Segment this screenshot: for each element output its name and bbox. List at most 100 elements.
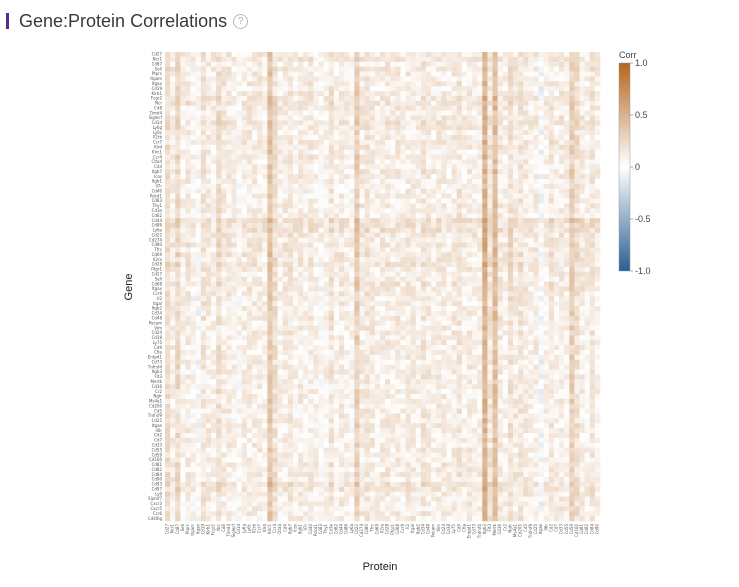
heatmap-cell[interactable] <box>205 276 212 282</box>
heatmap-cell[interactable] <box>594 232 601 238</box>
heatmap-cell[interactable] <box>200 262 207 268</box>
heatmap-cell[interactable] <box>252 159 258 165</box>
heatmap-cell[interactable] <box>502 252 509 258</box>
heatmap-cell[interactable] <box>298 100 304 107</box>
heatmap-cell[interactable] <box>564 174 570 180</box>
heatmap-cell[interactable] <box>574 95 580 102</box>
heatmap-cell[interactable] <box>333 320 340 326</box>
heatmap-cell[interactable] <box>195 100 202 107</box>
heatmap-cell[interactable] <box>195 135 202 141</box>
heatmap-cell[interactable] <box>553 52 560 58</box>
heatmap-cell[interactable] <box>344 125 350 131</box>
heatmap-cell[interactable] <box>441 120 447 126</box>
heatmap-cell[interactable] <box>349 81 355 87</box>
heatmap-cell[interactable] <box>559 320 565 326</box>
heatmap-cell[interactable] <box>395 115 401 121</box>
heatmap-cell[interactable] <box>287 81 294 87</box>
heatmap-cell[interactable] <box>236 315 243 321</box>
heatmap-cell[interactable] <box>185 301 191 307</box>
heatmap-cell[interactable] <box>390 315 396 321</box>
heatmap-cell[interactable] <box>446 198 452 204</box>
heatmap-cell[interactable] <box>538 213 545 219</box>
heatmap-cell[interactable] <box>165 100 171 107</box>
heatmap-cell[interactable] <box>507 61 514 67</box>
heatmap-cell[interactable] <box>405 61 411 67</box>
heatmap-cell[interactable] <box>379 91 386 97</box>
heatmap-cell[interactable] <box>507 247 514 253</box>
heatmap-cell[interactable] <box>528 276 534 282</box>
heatmap-cell[interactable] <box>379 86 386 92</box>
heatmap-cell[interactable] <box>436 144 442 151</box>
heatmap-cell[interactable] <box>553 159 560 165</box>
heatmap-cell[interactable] <box>354 198 360 204</box>
heatmap-cell[interactable] <box>431 276 437 282</box>
heatmap-cell[interactable] <box>533 291 539 297</box>
heatmap-cell[interactable] <box>456 203 463 209</box>
heatmap-cell[interactable] <box>308 310 314 317</box>
heatmap-cell[interactable] <box>405 242 411 248</box>
heatmap-cell[interactable] <box>507 100 514 107</box>
heatmap-cell[interactable] <box>333 310 340 317</box>
heatmap-cell[interactable] <box>513 66 519 72</box>
heatmap-cell[interactable] <box>538 81 545 87</box>
heatmap-cell[interactable] <box>497 110 504 116</box>
heatmap-cell[interactable] <box>374 110 381 116</box>
heatmap-cell[interactable] <box>441 213 447 219</box>
heatmap-cell[interactable] <box>277 120 284 126</box>
heatmap-cell[interactable] <box>415 125 422 131</box>
heatmap-cell[interactable] <box>277 315 284 321</box>
heatmap-cell[interactable] <box>221 66 227 72</box>
heatmap-cell[interactable] <box>303 301 309 307</box>
heatmap-cell[interactable] <box>574 301 580 307</box>
heatmap-cell[interactable] <box>175 174 181 180</box>
heatmap-cell[interactable] <box>170 320 176 326</box>
heatmap-cell[interactable] <box>528 257 534 263</box>
heatmap-cell[interactable] <box>431 81 437 87</box>
heatmap-cell[interactable] <box>216 149 222 155</box>
heatmap-cell[interactable] <box>231 325 237 331</box>
heatmap-cell[interactable] <box>502 227 509 234</box>
heatmap-cell[interactable] <box>594 257 601 263</box>
heatmap-cell[interactable] <box>523 310 529 317</box>
heatmap-cell[interactable] <box>559 120 565 126</box>
heatmap-cell[interactable] <box>400 276 406 282</box>
heatmap-cell[interactable] <box>451 115 458 121</box>
heatmap-cell[interactable] <box>466 203 473 209</box>
heatmap-cell[interactable] <box>410 91 417 97</box>
heatmap-cell[interactable] <box>405 198 411 204</box>
heatmap-cell[interactable] <box>205 252 212 258</box>
heatmap-cell[interactable] <box>451 91 458 97</box>
heatmap-cell[interactable] <box>564 183 570 190</box>
heatmap-cell[interactable] <box>426 310 432 317</box>
heatmap-cell[interactable] <box>487 227 493 234</box>
heatmap-cell[interactable] <box>533 179 539 185</box>
heatmap-cell[interactable] <box>323 325 330 331</box>
heatmap-cell[interactable] <box>410 266 417 273</box>
heatmap-cell[interactable] <box>369 198 376 204</box>
heatmap-cell[interactable] <box>420 232 427 238</box>
heatmap-cell[interactable] <box>328 164 335 170</box>
heatmap-cell[interactable] <box>482 198 488 204</box>
heatmap-cell[interactable] <box>405 306 411 312</box>
heatmap-cell[interactable] <box>170 188 176 194</box>
heatmap-cell[interactable] <box>287 330 294 336</box>
heatmap-cell[interactable] <box>257 218 263 224</box>
heatmap-cell[interactable] <box>175 276 181 282</box>
heatmap-cell[interactable] <box>344 247 350 253</box>
heatmap-cell[interactable] <box>441 237 447 243</box>
heatmap-cell[interactable] <box>170 120 176 126</box>
heatmap-cell[interactable] <box>257 100 263 107</box>
heatmap-cell[interactable] <box>272 76 278 82</box>
heatmap-cell[interactable] <box>528 100 534 107</box>
heatmap-cell[interactable] <box>175 91 181 97</box>
heatmap-cell[interactable] <box>252 95 258 102</box>
heatmap-cell[interactable] <box>497 203 504 209</box>
heatmap-cell[interactable] <box>431 76 437 82</box>
heatmap-cell[interactable] <box>287 335 294 341</box>
heatmap-cell[interactable] <box>267 125 273 131</box>
heatmap-cell[interactable] <box>466 71 473 77</box>
heatmap-cell[interactable] <box>415 144 422 151</box>
heatmap-cell[interactable] <box>492 120 498 126</box>
heatmap-cell[interactable] <box>441 266 447 273</box>
heatmap-cell[interactable] <box>339 227 345 234</box>
